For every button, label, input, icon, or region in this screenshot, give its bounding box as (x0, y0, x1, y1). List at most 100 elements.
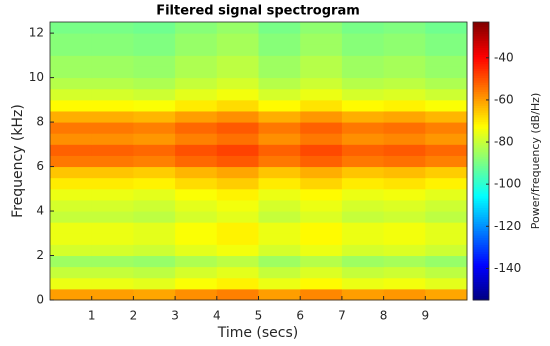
heatmap-cell (300, 288, 343, 301)
heatmap-cell (300, 110, 343, 123)
colorbar-segment (473, 93, 489, 97)
heatmap-cell (50, 22, 93, 34)
heatmap-cell (216, 110, 259, 123)
heatmap-cell (50, 188, 93, 201)
heatmap-cell (133, 122, 176, 134)
colorbar-segment (473, 149, 489, 153)
colorbar-segment (473, 100, 489, 104)
colorbar-segment (473, 110, 489, 113)
x-tick-label: 2 (130, 309, 138, 323)
heatmap-cell (175, 55, 218, 67)
colorbar-segment (473, 130, 489, 134)
heatmap-cell (216, 77, 259, 90)
colorbar-segment (473, 167, 489, 171)
heatmap-cell (383, 122, 426, 134)
x-tick-label: 5 (255, 309, 263, 323)
heatmap-cell (50, 277, 93, 290)
heatmap-cell (258, 99, 301, 112)
heatmap-cell (383, 133, 426, 145)
heatmap-cell (258, 66, 301, 79)
colorbar-segment (473, 288, 489, 292)
heatmap-cell (50, 110, 93, 123)
heatmap-cell (175, 166, 218, 179)
colorbar-segment (473, 293, 489, 296)
heatmap-cell (300, 122, 343, 134)
heatmap-cell (425, 88, 468, 101)
colorbar-segment (473, 86, 489, 90)
colorbar-tick-label: -40 (494, 50, 514, 64)
heatmap-cell (341, 155, 385, 168)
heatmap-cell (175, 211, 218, 223)
heatmap-cell (425, 110, 468, 123)
heatmap-cell (133, 44, 176, 56)
x-tick-label: 9 (421, 309, 429, 323)
heatmap-cell (175, 88, 218, 101)
y-tick-label: 0 (36, 293, 44, 307)
colorbar-segment (473, 260, 489, 264)
colorbar-segment (473, 26, 489, 30)
heatmap-cell (133, 233, 176, 245)
heatmap-cell (175, 288, 218, 301)
heatmap-cell (300, 188, 343, 201)
heatmap-cell (258, 110, 301, 123)
colorbar-segment (473, 290, 489, 294)
colorbar-segment (473, 265, 489, 269)
heatmap-cell (216, 222, 259, 234)
colorbar-segment (473, 105, 489, 109)
heatmap-cell (50, 44, 93, 56)
heatmap-cell (300, 255, 343, 268)
heatmap-cell (383, 99, 426, 112)
colorbar-segment (473, 262, 489, 266)
colorbar-segment (473, 191, 489, 194)
heatmap-cell (425, 233, 468, 245)
colorbar-segment (473, 232, 489, 236)
heatmap-cell (425, 166, 468, 179)
heatmap-cell (383, 266, 426, 279)
colorbar-segment (473, 77, 489, 81)
heatmap-cell (175, 66, 218, 79)
heatmap-cell (383, 77, 426, 90)
heatmap-cell (300, 177, 343, 190)
heatmap-cell (50, 199, 93, 212)
heatmap-cell (50, 266, 93, 279)
y-tick-label: 6 (36, 159, 44, 173)
heatmap-cell (300, 277, 343, 290)
heatmap-cell (300, 244, 343, 257)
heatmap-cell (133, 33, 176, 45)
heatmap-cell (425, 211, 468, 223)
colorbar-segment (473, 161, 489, 164)
heatmap-cell (50, 255, 93, 268)
heatmap-cell (133, 99, 176, 112)
heatmap-cell (216, 199, 259, 212)
heatmap-cell (216, 88, 259, 101)
heatmap-cell (175, 199, 218, 212)
heatmap-cell (341, 177, 385, 190)
heatmap-cell (425, 77, 468, 90)
colorbar-segment (473, 193, 489, 197)
x-tick-label: 7 (338, 309, 346, 323)
colorbar-segment (473, 38, 489, 42)
heatmap-cell (383, 177, 426, 190)
heatmap-cell (341, 110, 385, 123)
colorbar-segment (473, 40, 489, 44)
x-tick-label: 1 (88, 309, 96, 323)
colorbar-segment (473, 225, 489, 229)
heatmap-cell (91, 33, 134, 45)
colorbar-segment (473, 279, 489, 282)
colorbar-segment (473, 165, 489, 169)
heatmap-cell (258, 177, 301, 190)
colorbar-segment (473, 66, 489, 69)
heatmap-cell (383, 188, 426, 201)
colorbar-segment (473, 235, 489, 238)
heatmap-cell (50, 211, 93, 223)
x-tick-label: 3 (171, 309, 179, 323)
colorbar-segment (473, 68, 489, 72)
heatmap-cell (258, 233, 301, 245)
colorbar-segment (473, 59, 489, 62)
colorbar-segment (473, 128, 489, 132)
heatmap-cell (175, 233, 218, 245)
colorbar-segment (473, 269, 489, 273)
colorbar-segment (473, 28, 489, 32)
colorbar-segment (473, 133, 489, 137)
heatmap-cell (300, 266, 343, 279)
